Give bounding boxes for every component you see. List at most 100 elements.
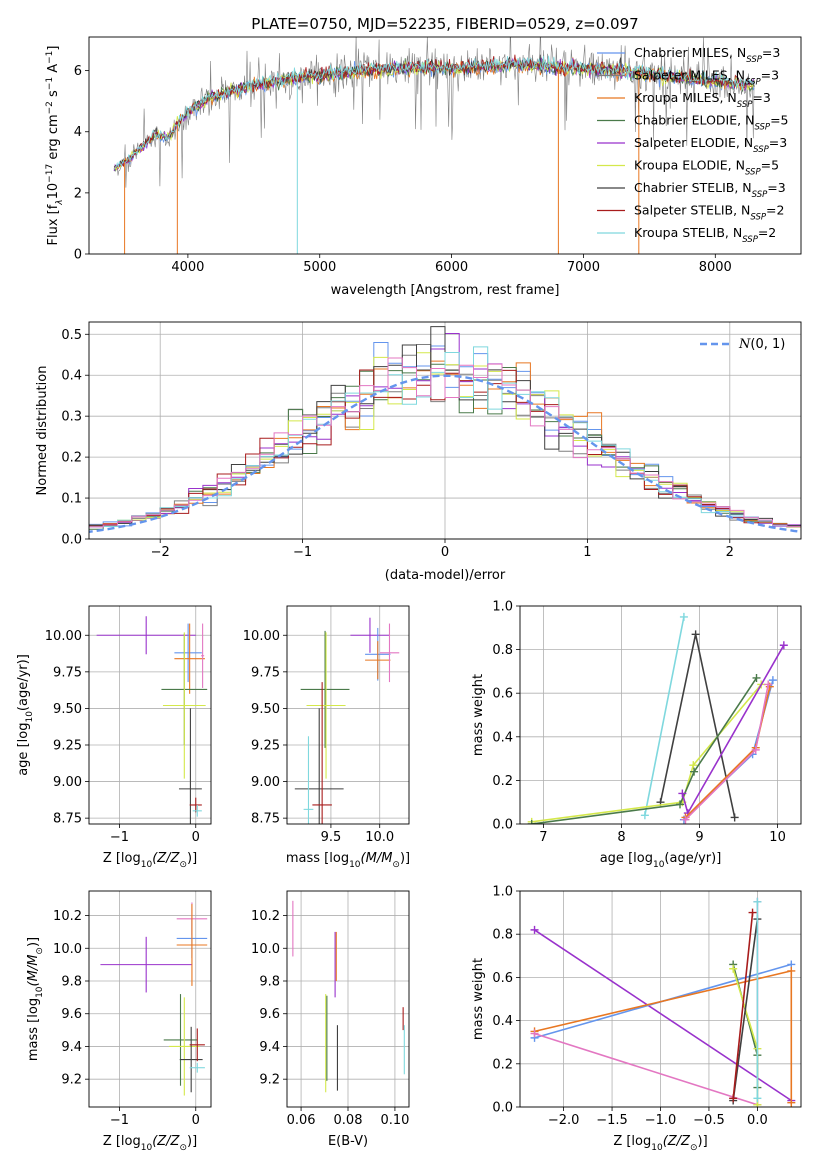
age_vs_z-frame <box>88 605 212 825</box>
weight-series-kroupa_stelib <box>644 616 685 816</box>
weight-point <box>768 676 777 685</box>
x-axis-label: mass [log10(M/M⊙)] <box>286 851 410 870</box>
y-axis-label: age [log10(age/yr)] <box>16 654 35 776</box>
y-tick-label: 0.6 <box>492 687 513 702</box>
y-tick-label: 2 <box>74 186 82 201</box>
y-tick-label: 9.50 <box>53 702 82 717</box>
gaussian-curve <box>89 374 801 534</box>
x-axis-label: Z [log10(Z/Z⊙)] <box>103 1134 197 1153</box>
y-tick-label: 9.25 <box>53 738 82 753</box>
weight-series-salpeter_elodie <box>534 929 792 1102</box>
y-tick-label: 8.75 <box>53 812 82 827</box>
figure-title: PLATE=0750, MJD=52235, FIBERID=0529, z=0… <box>251 15 638 33</box>
y-tick-label: 0.3 <box>61 410 82 425</box>
y-tick-label: 0.4 <box>492 730 513 745</box>
weight-point <box>681 815 690 824</box>
y-tick-label: 10.0 <box>53 942 82 957</box>
weight-series-kroupa_elodie <box>531 683 762 823</box>
legend-entry: Salpeter STELIB, NSSP=2 <box>634 203 784 223</box>
spectrum-legend: Chabrier MILES, NSSP=3 Salpeter MILES, NS… <box>597 45 789 245</box>
legend-entry: Kroupa STELIB, NSSP=2 <box>634 225 776 245</box>
mass_vs_ebv-frame <box>286 890 410 1108</box>
x-tick-label: 9 <box>695 830 703 845</box>
weight-point <box>787 1098 796 1107</box>
x-tick-label: 5000 <box>303 260 336 275</box>
age_vs_z-axes: −1 0 8.75 9.00 9.25 9.50 9.75 10.00 <box>45 606 211 845</box>
y-tick-label: 10.00 <box>45 629 82 644</box>
y-tick-label: 0.5 <box>61 328 82 343</box>
y-tick-label: 1.0 <box>492 885 513 900</box>
y-tick-label: 9.25 <box>251 738 280 753</box>
x-tick-label: −0.5 <box>693 1113 725 1128</box>
weight-point <box>764 680 773 689</box>
age_vs_mass-axes: 9.5 10.0 8.75 9.00 9.25 9.50 9.75 10.00 <box>243 606 409 845</box>
y-axis-label: mass [log10(M/M⊙)] <box>26 937 45 1061</box>
weight-point <box>689 761 698 770</box>
weight-point <box>753 897 762 906</box>
weight-point <box>752 673 761 682</box>
y-tick-label: 9.50 <box>251 702 280 717</box>
y-tick-label: 10.00 <box>243 629 280 644</box>
weight-point <box>640 811 649 820</box>
x-axis-label: wavelength [Angstrom, rest frame] <box>331 283 560 298</box>
x-tick-label: 2 <box>726 545 734 560</box>
weight-point <box>679 612 688 621</box>
x-axis-label: (data-model)/error <box>385 568 506 583</box>
x-tick-label: −2.0 <box>548 1113 580 1128</box>
weight-point <box>676 800 685 809</box>
y-tick-label: 1.0 <box>492 600 513 615</box>
y-tick-label: 9.8 <box>61 975 82 990</box>
x-tick-label: 1 <box>583 545 591 560</box>
x-tick-label: 9.5 <box>321 830 342 845</box>
y-tick-label: 0.0 <box>61 533 82 548</box>
weight-point <box>530 1029 539 1038</box>
x-tick-label: 0 <box>441 545 449 560</box>
x-axis-label: age [log10(age/yr)] <box>600 851 722 870</box>
residuals-frame <box>88 321 802 540</box>
weight-point <box>730 813 739 822</box>
weight_vs_age-axes: 7 8 9 10 0.0 0.2 0.4 0.6 0.8 1.0 <box>492 600 801 845</box>
weight-series-chabrier_stelib <box>732 918 759 1101</box>
age_vs_mass-frame <box>286 605 410 825</box>
weight-series-salpeter_elodie <box>681 644 785 816</box>
x-tick-label: −1.5 <box>596 1113 628 1128</box>
weight-point <box>729 1094 738 1103</box>
x-tick-label: 10 <box>769 830 786 845</box>
spectrum-axes: 4000 5000 6000 7000 8000 0 2 4 6 <box>74 64 732 275</box>
y-tick-label: 0.8 <box>492 643 513 658</box>
weight-point <box>753 1094 762 1103</box>
legend-entry: Chabrier STELIB, NSSP=3 <box>634 180 786 200</box>
y-tick-label: 0.2 <box>492 1057 513 1072</box>
weight_vs_age-frame <box>519 605 802 825</box>
y-tick-label: 0.2 <box>61 451 82 466</box>
y-tick-label: 0.4 <box>61 369 82 384</box>
y-tick-label: 0.8 <box>492 928 513 943</box>
y-tick-label: 8.75 <box>251 812 280 827</box>
weight-point <box>729 964 738 973</box>
y-tick-label: 10.0 <box>251 942 280 957</box>
y-tick-label: 9.4 <box>61 1040 82 1055</box>
x-axis-label: Z [log10(Z/Z⊙)] <box>613 1134 707 1153</box>
y-tick-label: 6 <box>74 64 82 79</box>
y-tick-label: 0.6 <box>492 971 513 986</box>
x-tick-label: −1 <box>293 545 312 560</box>
age_vs_z-errorbars <box>96 616 208 824</box>
y-tick-label: 9.75 <box>251 665 280 680</box>
x-axis-label: Z [log10(Z/Z⊙)] <box>103 851 197 870</box>
weight_vs_z-frame <box>519 890 802 1108</box>
weight-point <box>751 745 760 754</box>
weight-point <box>690 767 699 776</box>
y-axis-label: Normed distribution <box>35 366 50 496</box>
x-tick-label: 0.0 <box>747 1113 768 1128</box>
y-tick-label: 9.00 <box>53 775 82 790</box>
x-tick-label: 8 <box>617 830 625 845</box>
weight-point <box>748 908 757 917</box>
weight_vs_z-lines <box>530 897 796 1107</box>
y-tick-label: 9.75 <box>53 665 82 680</box>
x-tick-label: 7 <box>539 830 547 845</box>
legend-entry: Kroupa MILES, NSSP=3 <box>634 90 771 110</box>
x-tick-label: 0 <box>192 830 200 845</box>
x-tick-label: 0.10 <box>380 1113 409 1128</box>
y-tick-label: 0.0 <box>492 1101 513 1116</box>
